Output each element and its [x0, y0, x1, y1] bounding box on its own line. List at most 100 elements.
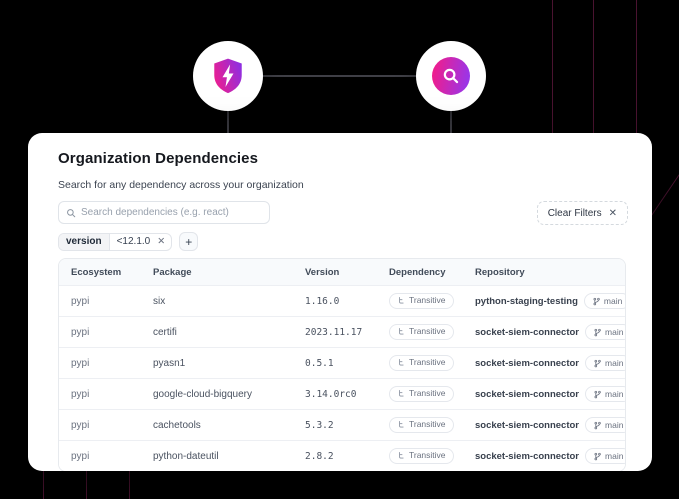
dependency-type-badge: Transitive: [389, 385, 454, 402]
repository-name: python-staging-testing: [475, 295, 578, 307]
cell-dependency: Transitive: [377, 385, 463, 403]
cell-ecosystem: pypi: [71, 388, 90, 400]
dependency-type-label: Transitive: [409, 295, 446, 306]
repository-name: socket-siem-connector: [475, 450, 580, 462]
transitive-tree-icon: [399, 359, 404, 366]
cell-repository: socket-siem-connector main: [463, 448, 625, 464]
table-row[interactable]: pypi pyasn1 0.5.1 Transitive socket-siem…: [59, 347, 625, 378]
header-ecosystem: Ecosystem: [71, 266, 122, 278]
cell-ecosystem: pypi: [71, 419, 90, 431]
clear-filters-label: Clear Filters: [547, 207, 602, 219]
filter-chip-version[interactable]: version <12.1.0 ✕: [58, 232, 173, 251]
git-branch-icon: [594, 452, 601, 460]
cell-package: google-cloud-bigquery: [153, 388, 252, 400]
branch-badge[interactable]: main: [585, 448, 625, 464]
dependency-type-label: Transitive: [409, 450, 446, 461]
dependency-type-label: Transitive: [409, 388, 446, 399]
branch-badge[interactable]: main: [585, 324, 625, 340]
branch-label: main: [605, 357, 624, 368]
dependency-type-badge: Transitive: [389, 447, 454, 464]
cell-version: 2.8.2: [305, 450, 334, 462]
filter-value: <12.1.0: [116, 236, 151, 247]
repository-name: socket-siem-connector: [475, 326, 580, 338]
branch-badge[interactable]: main: [585, 386, 625, 402]
dependency-search-box[interactable]: [58, 201, 270, 224]
repository-name: socket-siem-connector: [475, 419, 580, 431]
organization-dependencies-panel: Organization Dependencies Search for any…: [28, 133, 652, 471]
git-branch-icon: [594, 390, 601, 398]
table-body: pypi six 1.16.0 Transitive python-stagin…: [59, 285, 625, 471]
search-input-icon: [67, 208, 76, 217]
transitive-tree-icon: [399, 297, 404, 304]
cell-ecosystem: pypi: [71, 357, 90, 369]
cell-repository: socket-siem-connector main: [463, 386, 625, 402]
table-row[interactable]: pypi certifi 2023.11.17 Transitive socke…: [59, 316, 625, 347]
cell-dependency: Transitive: [377, 416, 463, 434]
table-header-row: Ecosystem Package Version Dependency Rep…: [59, 259, 625, 285]
transitive-tree-icon: [399, 390, 404, 397]
table-row[interactable]: pypi python-dateutil 2.8.2 Transitive so…: [59, 440, 625, 471]
git-branch-icon: [594, 328, 601, 336]
dependency-type-badge: Transitive: [389, 323, 454, 340]
search-icon: [443, 68, 459, 84]
branch-badge[interactable]: main: [585, 355, 625, 371]
header-repository: Repository: [475, 266, 525, 278]
cell-package: pyasn1: [153, 357, 186, 369]
cell-dependency: Transitive: [377, 447, 463, 465]
git-branch-icon: [594, 421, 601, 429]
cell-repository: python-staging-testing main: [463, 293, 625, 309]
table-row[interactable]: pypi six 1.16.0 Transitive python-stagin…: [59, 285, 625, 316]
cell-version: 3.14.0rc0: [305, 388, 357, 400]
clear-filters-button[interactable]: Clear Filters ✕: [536, 201, 628, 225]
search-input[interactable]: [81, 207, 262, 218]
transitive-tree-icon: [399, 421, 404, 428]
dependencies-table: Ecosystem Package Version Dependency Rep…: [58, 258, 626, 471]
cell-version: 5.3.2: [305, 419, 334, 431]
dependency-type-badge: Transitive: [389, 416, 454, 433]
branch-label: main: [605, 419, 624, 430]
filter-key: version: [59, 233, 110, 250]
git-branch-icon: [594, 359, 601, 367]
branch-label: main: [605, 326, 624, 337]
branch-label: main: [605, 450, 624, 461]
cell-version: 2023.11.17: [305, 326, 363, 338]
close-icon: ✕: [608, 207, 617, 219]
table-row[interactable]: pypi google-cloud-bigquery 3.14.0rc0 Tra…: [59, 378, 625, 409]
dependency-type-label: Transitive: [409, 357, 446, 368]
transitive-tree-icon: [399, 452, 404, 459]
branch-badge[interactable]: main: [585, 417, 625, 433]
cell-dependency: Transitive: [377, 354, 463, 372]
remove-filter-icon[interactable]: ✕: [157, 236, 166, 247]
header-package: Package: [153, 266, 192, 278]
cell-dependency: Transitive: [377, 292, 463, 310]
search-icon-background: [432, 57, 470, 95]
branch-badge[interactable]: main: [583, 293, 625, 309]
table-row[interactable]: pypi cachetools 5.3.2 Transitive socket-…: [59, 409, 625, 440]
page-title: Organization Dependencies: [58, 150, 259, 167]
security-node: [193, 41, 263, 111]
dependency-type-label: Transitive: [409, 419, 446, 430]
cell-version: 0.5.1: [305, 357, 334, 369]
cell-package: certifi: [153, 326, 177, 338]
branch-label: main: [605, 388, 624, 399]
cell-version: 1.16.0: [305, 295, 340, 307]
git-branch-icon: [593, 297, 600, 305]
dependency-type-badge: Transitive: [389, 292, 454, 309]
dependency-type-label: Transitive: [409, 326, 446, 337]
cell-ecosystem: pypi: [71, 450, 90, 462]
shield-lightning-icon: [214, 58, 242, 94]
repository-name: socket-siem-connector: [475, 357, 580, 369]
branch-label: main: [603, 295, 623, 306]
cell-repository: socket-siem-connector main: [463, 324, 625, 340]
add-filter-button[interactable]: +: [179, 232, 199, 251]
cell-ecosystem: pypi: [71, 326, 90, 338]
cell-package: six: [153, 295, 166, 307]
cell-ecosystem: pypi: [71, 295, 90, 307]
header-version: Version: [305, 266, 340, 278]
active-filters-row: version <12.1.0 ✕ +: [58, 232, 199, 251]
repository-name: socket-siem-connector: [475, 388, 580, 400]
transitive-tree-icon: [399, 328, 404, 335]
dependency-type-badge: Transitive: [389, 354, 454, 371]
header-dependency: Dependency: [389, 266, 446, 278]
